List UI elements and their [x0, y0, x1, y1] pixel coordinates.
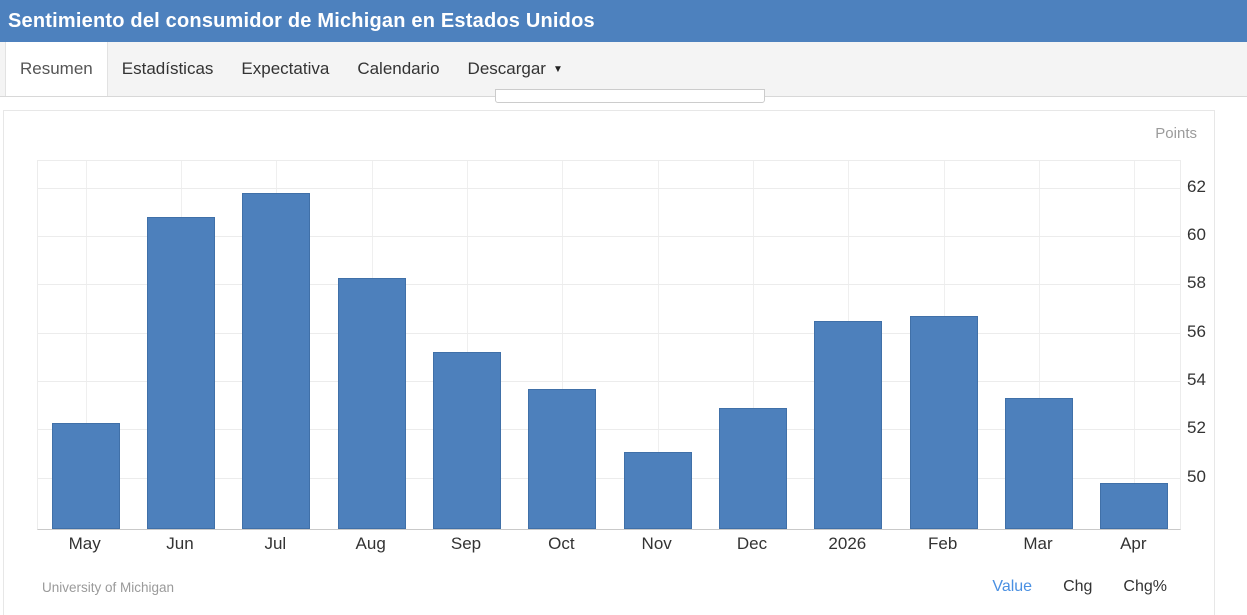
x-axis-label: 2026 [828, 534, 867, 553]
x-axis-label: Feb [928, 534, 958, 553]
bar-apr[interactable] [1100, 483, 1169, 529]
horizontal-gridline [38, 284, 1180, 286]
bar-aug[interactable] [337, 277, 406, 529]
horizontal-gridline [38, 429, 1180, 431]
x-axis-label: Nov [641, 534, 672, 553]
x-axis-label: Jul [264, 534, 287, 553]
x-axis-label: Jun [166, 534, 194, 553]
y-axis-tick-label: 60 [1187, 224, 1206, 244]
x-axis-label: May [68, 534, 101, 553]
horizontal-gridline [38, 381, 1180, 383]
y-axis-tick-label: 62 [1187, 176, 1206, 196]
tab-resumen[interactable]: Resumen [5, 42, 108, 96]
horizontal-gridline [38, 235, 1180, 237]
vertical-gridline [657, 161, 659, 529]
bar-feb[interactable] [909, 316, 978, 529]
bar-nov[interactable] [623, 451, 692, 529]
bar-may[interactable] [51, 422, 120, 529]
bar-mar[interactable] [1005, 398, 1073, 529]
bar-jul[interactable] [242, 192, 311, 529]
value-toggle[interactable]: Value [992, 578, 1033, 595]
chg-toggle[interactable]: Chg [1063, 578, 1093, 595]
tab-descargar-label: Descargar [467, 59, 546, 78]
y-axis-tick-label: 50 [1187, 466, 1206, 486]
y-axis-tick-label: 54 [1187, 370, 1206, 390]
vertical-gridline [753, 161, 754, 529]
vertical-gridline [562, 161, 564, 529]
y-axis-unit-label: Points [1155, 125, 1197, 142]
tab-resumen-label: Resumen [20, 59, 93, 78]
vertical-gridline [1134, 161, 1136, 529]
tab-estadisticas[interactable]: Estadísticas [108, 42, 228, 96]
bar-2026[interactable] [814, 321, 883, 529]
page-title: Sentimiento del consumidor de Michigan e… [8, 9, 595, 32]
tab-calendario-label: Calendario [357, 59, 440, 78]
vertical-gridline [467, 161, 468, 529]
x-axis-label: Mar [1023, 534, 1053, 553]
tab-estadisticas-label: Estadísticas [121, 59, 214, 78]
tab-descargar[interactable]: Descargar ▼ [454, 42, 577, 96]
chgpct-toggle[interactable]: Chg% [1123, 578, 1167, 595]
x-axis-label: Oct [548, 534, 575, 553]
chart-source: University of Michigan [42, 580, 175, 595]
x-axis-label: Aug [355, 534, 386, 553]
chart-mode-links: Value Chg Chg% [992, 578, 1167, 596]
bar-dec[interactable] [719, 408, 787, 529]
vertical-gridline [1039, 161, 1040, 529]
x-axis-label: Sep [450, 534, 482, 553]
vertical-gridline [85, 161, 87, 529]
x-axis-label: Dec [736, 534, 768, 553]
x-axis-label: Apr [1120, 534, 1147, 553]
chart-plot-area [37, 160, 1181, 530]
caret-down-icon: ▼ [552, 63, 563, 75]
horizontal-gridline [38, 477, 1180, 479]
bar-jun[interactable] [147, 217, 215, 529]
y-axis-tick-label: 58 [1187, 273, 1206, 293]
y-axis-tick-label: 52 [1187, 418, 1206, 438]
tab-calendario[interactable]: Calendario [343, 42, 453, 96]
tab-expectativa-label: Expectativa [241, 59, 330, 78]
bar-sep[interactable] [433, 352, 501, 529]
clipped-range-control[interactable] [495, 89, 765, 103]
horizontal-gridline [38, 187, 1180, 189]
bar-oct[interactable] [528, 388, 597, 529]
y-axis-tick-label: 56 [1187, 321, 1206, 341]
tab-expectativa[interactable]: Expectativa [227, 42, 343, 96]
tab-bar: Resumen Estadísticas Expectativa Calenda… [0, 42, 1247, 97]
page-header: Sentimiento del consumidor de Michigan e… [0, 0, 1247, 42]
horizontal-gridline [38, 332, 1180, 334]
